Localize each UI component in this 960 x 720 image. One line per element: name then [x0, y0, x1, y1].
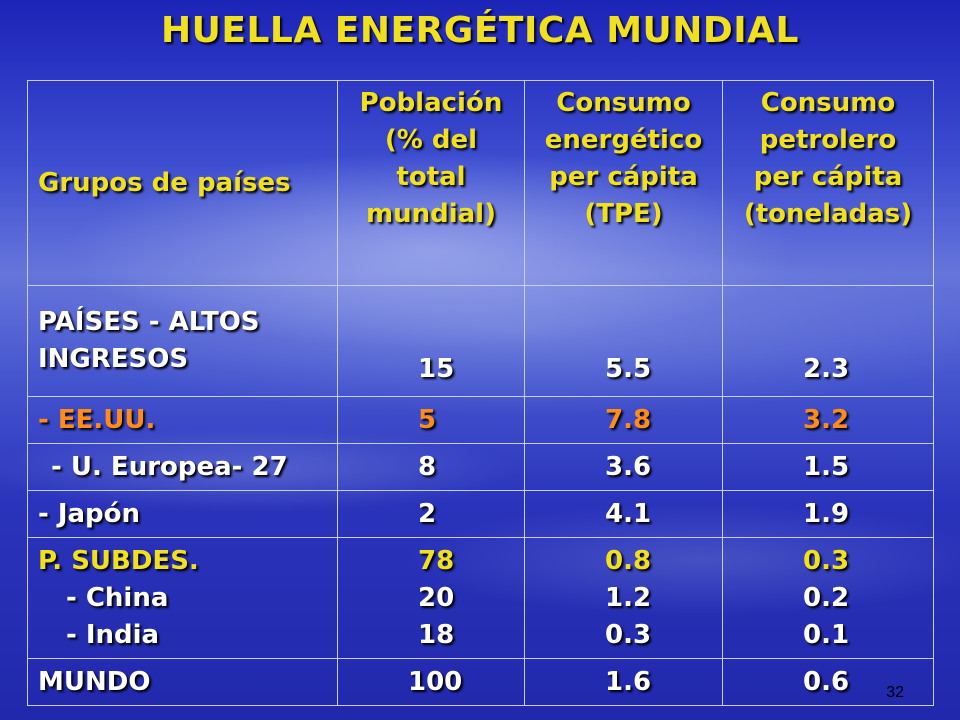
row-label-line: - India — [66, 619, 160, 650]
header-population-line: total — [396, 162, 466, 192]
cell-population: 2 — [337, 490, 525, 538]
cell-oil: 2.3 — [722, 285, 934, 397]
cell-value: 1.2 — [605, 582, 652, 613]
row-label: P. SUBDES. - China - India — [27, 537, 338, 659]
header-energy: Consumo energético per cápita (TPE) — [524, 80, 723, 286]
header-energy-line: Consumo — [556, 88, 691, 118]
header-population: Población (% del total mundial) — [337, 80, 525, 286]
header-energy-line: energético — [544, 125, 703, 155]
cell-oil: 3.2 — [722, 396, 934, 444]
cell-oil: 0.3 0.2 0.1 — [722, 537, 934, 659]
header-population-line: (% del — [384, 125, 478, 155]
cell-oil: 1.9 — [722, 490, 934, 538]
cell-value: 0.8 — [605, 545, 652, 576]
cell-oil: 0.6 — [722, 658, 934, 706]
header-oil-line: (toneladas) — [743, 199, 913, 229]
table-row-eu: - U. Europea- 27 8 3.6 1.5 — [27, 443, 934, 491]
page-number: 32 — [886, 684, 904, 701]
row-label-line: PAÍSES - ALTOS — [38, 307, 260, 337]
cell-energy: 7.8 — [524, 396, 723, 444]
table-row-developing: P. SUBDES. - China - India 78 20 18 0.8 … — [27, 537, 934, 659]
header-population-line: Población — [359, 88, 503, 118]
cell-value: 0.1 — [803, 619, 850, 650]
cell-energy: 5.5 — [524, 285, 723, 397]
cell-value: 0.3 — [605, 619, 652, 650]
cell-energy: 3.6 — [524, 443, 723, 491]
header-energy-line: (TPE) — [584, 199, 663, 229]
header-group: Grupos de países — [27, 80, 338, 286]
row-label: - U. Europea- 27 — [27, 443, 338, 491]
cell-value: 0.3 — [803, 545, 850, 576]
cell-population: 8 — [337, 443, 525, 491]
cell-energy: 0.8 1.2 0.3 — [524, 537, 723, 659]
cell-value: 18 — [418, 619, 455, 650]
header-population-line: mundial) — [366, 199, 496, 229]
header-energy-line: per cápita — [549, 162, 698, 192]
header-group-label: Grupos de países — [38, 167, 291, 198]
header-oil: Consumo petrolero per cápita (toneladas) — [722, 80, 934, 286]
cell-value: 0.2 — [803, 582, 850, 613]
row-label: PAÍSES - ALTOS INGRESOS — [27, 285, 338, 397]
row-label-line: P. SUBDES. — [38, 545, 199, 576]
row-label: MUNDO — [27, 658, 338, 706]
cell-oil: 1.5 — [722, 443, 934, 491]
table-header-row: Grupos de países Población (% del total … — [27, 80, 934, 286]
header-oil-line: per cápita — [753, 162, 903, 192]
row-label: - EE.UU. — [27, 396, 338, 444]
cell-population: 78 20 18 — [337, 537, 525, 659]
cell-value: 78 — [418, 545, 455, 576]
table-row-high-income: PAÍSES - ALTOS INGRESOS 15 5.5 2.3 — [27, 285, 934, 397]
row-label-line: INGRESOS — [38, 344, 189, 374]
cell-value: 20 — [418, 582, 455, 613]
table-row-world: MUNDO 100 1.6 0.6 — [27, 658, 934, 706]
cell-energy: 1.6 — [524, 658, 723, 706]
slide-title: HUELLA ENERGÉTICA MUNDIAL — [161, 10, 799, 51]
energy-table: Grupos de países Población (% del total … — [27, 80, 934, 706]
row-label-line: - China — [66, 582, 169, 613]
cell-population: 5 — [337, 396, 525, 444]
table-row-japan: - Japón 2 4.1 1.9 — [27, 490, 934, 538]
row-label: - Japón — [27, 490, 338, 538]
header-oil-line: petrolero — [759, 125, 897, 155]
table-row-usa: - EE.UU. 5 7.8 3.2 — [27, 396, 934, 444]
header-oil-line: Consumo — [760, 88, 896, 118]
cell-population: 15 — [337, 285, 525, 397]
cell-population: 100 — [337, 658, 525, 706]
cell-energy: 4.1 — [524, 490, 723, 538]
